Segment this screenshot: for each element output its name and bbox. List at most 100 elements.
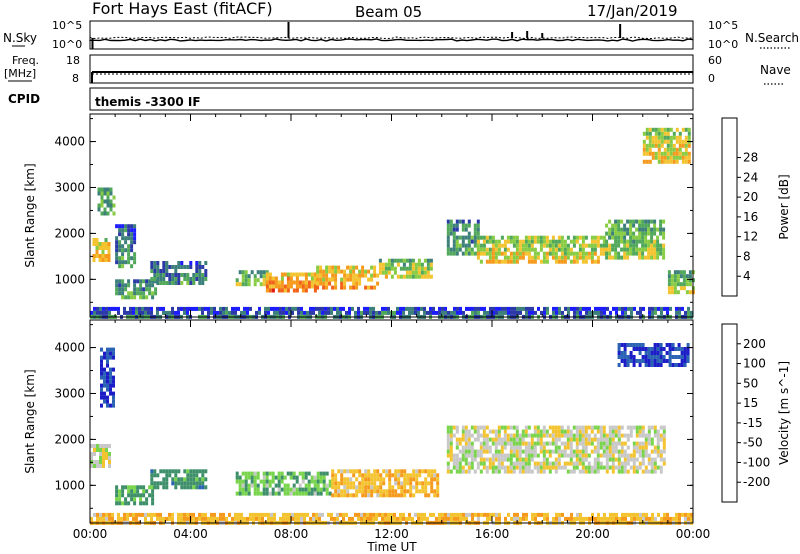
data-cell [325,285,329,290]
data-cell [560,247,564,252]
data-cell [642,512,645,517]
data-cell [408,306,411,311]
data-cell [150,310,153,315]
data-cell [608,465,612,470]
data-cell [548,461,552,466]
data-cell [656,351,660,355]
data-cell [265,491,269,496]
data-cell [650,469,654,474]
x-axis-label: Time UT [366,540,417,554]
data-cell [336,512,339,517]
data-cell [660,135,664,140]
data-cell [566,255,570,260]
data-cell [687,512,690,517]
data-cell [477,306,480,311]
data-cell [656,433,660,438]
data-cell [168,277,172,281]
data-cell [533,235,537,240]
data-cell [479,251,483,256]
data-cell [112,347,115,352]
data-cell [201,306,204,311]
data-cell [617,433,621,438]
data-cell [492,310,495,315]
data-cell [430,469,434,474]
data-cell [590,251,594,256]
data-cell [651,135,655,140]
data-cell [518,243,522,248]
data-cell [339,306,342,311]
data-cell [363,512,366,517]
data-cell [101,250,105,254]
data-cell [387,306,390,311]
data-cell [683,359,687,363]
data-cell [433,473,437,478]
data-cell [536,429,540,434]
data-cell [370,273,374,278]
data-cell [551,425,555,430]
data-cell [97,187,101,192]
data-cell [467,219,471,224]
data-cell [551,251,555,256]
data-cell [106,199,110,204]
data-cell [512,251,516,256]
data-cell [470,239,474,244]
data-cell [464,433,468,438]
data-cell [121,232,125,237]
data-cell [452,235,456,240]
data-cell [393,258,397,263]
data-cell [476,453,480,458]
data-cell [370,477,374,482]
data-cell [542,453,546,458]
data-cell [288,306,291,311]
data-cell [364,473,368,478]
data-cell [292,475,296,480]
data-cell [536,461,540,466]
data-cell [467,235,471,240]
data-cell [620,235,624,240]
data-cell [393,266,397,271]
data-cell [509,449,513,454]
data-cell [255,516,258,521]
data-cell [381,266,385,271]
data-cell [127,252,131,257]
data-cell [201,473,205,478]
data-cell [551,433,555,438]
data-cell [620,445,624,450]
x-tick-label: 20:00 [575,527,610,541]
data-cell [524,441,528,446]
data-cell [617,465,621,470]
data-cell [168,469,172,474]
data-cell [100,199,104,204]
data-cell [620,219,624,224]
data-cell [106,347,109,352]
data-cell [605,251,609,256]
data-cell [656,235,660,240]
data-cell [99,306,102,311]
data-cell [106,203,110,208]
data-cell [198,512,201,517]
data-cell [656,437,660,442]
data-cell [602,433,606,438]
data-cell [473,239,477,244]
data-cell [515,425,519,430]
data-cell [328,277,332,282]
data-cell [201,481,205,486]
data-cell [647,429,651,434]
data-cell [165,281,169,285]
nave-label: Nave [760,63,791,77]
data-cell [106,379,109,384]
data-cell [327,310,330,315]
data-cell [441,512,444,517]
data-cell [252,512,255,517]
data-cell [331,481,335,486]
data-cell [617,235,621,240]
data-cell [449,425,453,430]
data-cell [506,457,510,462]
data-cell [615,512,618,517]
data-cell [310,280,314,285]
data-cell [268,479,272,484]
data-cell [106,191,110,196]
data-cell [542,457,546,462]
data-cell [494,239,498,244]
data-cell [623,441,627,446]
